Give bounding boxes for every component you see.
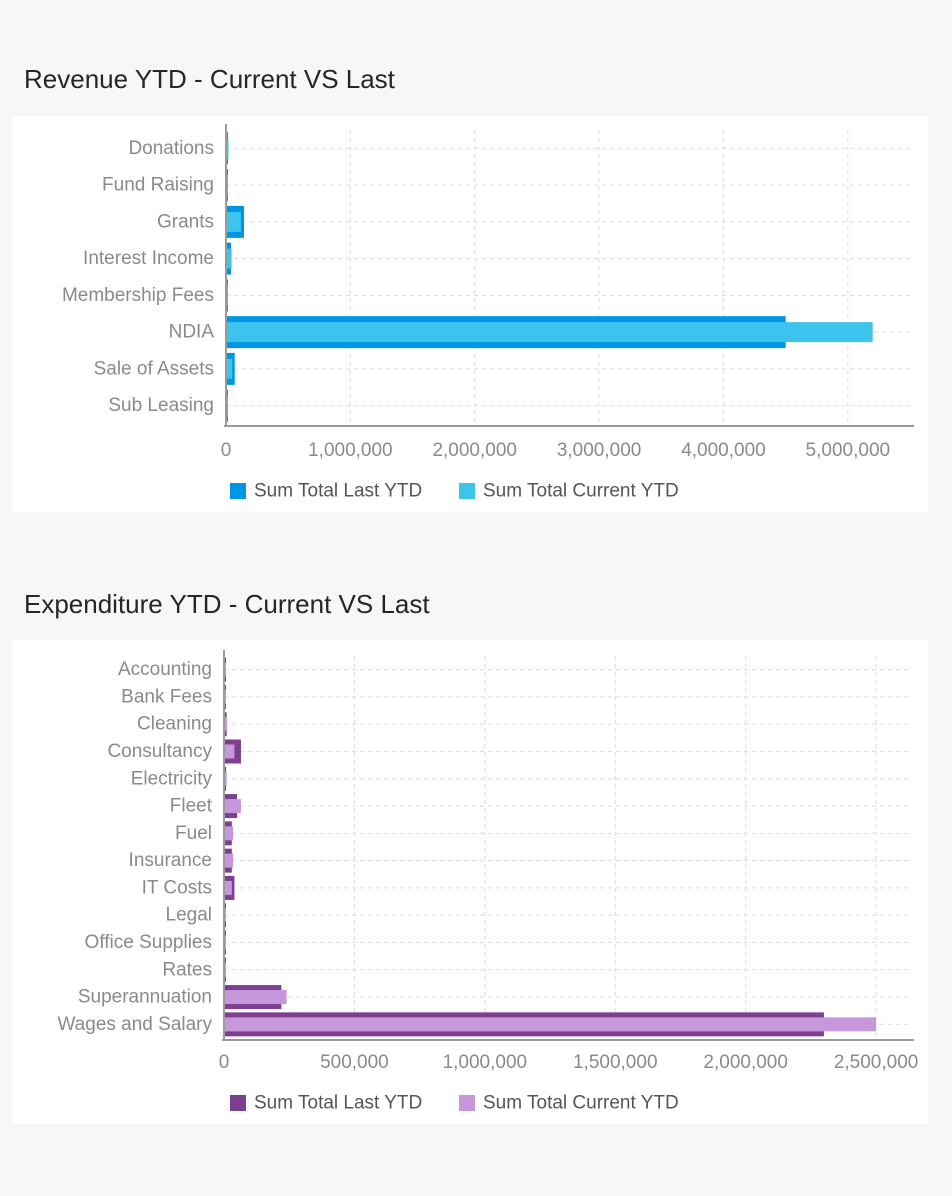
x-tick-label: 1,500,000	[573, 1052, 658, 1073]
legend-swatch-current[interactable]	[459, 483, 475, 499]
legend-label-last[interactable]: Sum Total Last YTD	[254, 1093, 422, 1114]
legend-swatch-last[interactable]	[230, 1095, 246, 1111]
bar-current-donations[interactable]	[226, 138, 229, 159]
revenue-chart-title: Revenue YTD - Current VS Last	[24, 64, 395, 94]
x-tick-label: 1,000,000	[443, 1052, 528, 1073]
expenditure-chart-panel: Accounting Bank Fees Cleaning Consultancy El…	[12, 640, 928, 1124]
category-label: Grants	[157, 211, 214, 232]
bar-current-accounting[interactable]	[224, 662, 227, 677]
category-label: Superannuation	[78, 987, 212, 1008]
category-label: Cleaning	[137, 714, 212, 735]
legend-label-last[interactable]: Sum Total Last YTD	[254, 481, 422, 502]
category-label: IT Costs	[142, 877, 212, 898]
x-tick-label: 3,000,000	[557, 440, 642, 461]
category-label: Donations	[128, 138, 214, 159]
bar-current-wages-and-salary[interactable]	[224, 1017, 877, 1032]
legend-label-current[interactable]: Sum Total Current YTD	[483, 1093, 679, 1114]
bar-current-ndia[interactable]	[226, 322, 873, 343]
bar-current-consultancy[interactable]	[224, 744, 235, 759]
x-tick-label: 1,000,000	[308, 440, 393, 461]
x-tick-label: 2,000,000	[432, 440, 517, 461]
x-tick-label: 0	[221, 440, 232, 461]
revenue-chart-panel: Donations Fund Raising Grants Interest Inco…	[12, 116, 928, 512]
revenue-bar-chart: Donations Fund Raising Grants Interest Inco…	[62, 124, 914, 502]
legend-label-current[interactable]: Sum Total Current YTD	[483, 481, 679, 502]
bar-current-cleaning[interactable]	[224, 717, 228, 732]
bar-current-legal[interactable]	[224, 908, 227, 923]
x-tick-label: 500,000	[320, 1052, 389, 1073]
bar-current-fuel[interactable]	[224, 826, 234, 841]
category-label: Rates	[162, 959, 212, 980]
bar-current-grants[interactable]	[226, 211, 241, 232]
legend-swatch-current[interactable]	[459, 1095, 475, 1111]
category-label: Office Supplies	[85, 932, 212, 953]
category-label: Wages and Salary	[57, 1014, 212, 1035]
category-label: Interest Income	[83, 248, 214, 269]
category-label: Fund Raising	[102, 175, 214, 196]
bar-current-it-costs[interactable]	[224, 880, 232, 895]
category-label: Membership Fees	[62, 285, 214, 306]
category-label: Fuel	[175, 823, 212, 844]
category-label: NDIA	[169, 322, 215, 343]
bar-current-insurance[interactable]	[224, 853, 234, 868]
category-label: Electricity	[131, 768, 213, 789]
category-label: Bank Fees	[121, 686, 212, 707]
x-tick-label: 5,000,000	[806, 440, 891, 461]
bar-current-electricity[interactable]	[224, 771, 227, 786]
x-tick-label: 0	[219, 1052, 230, 1073]
expenditure-bar-chart: Accounting Bank Fees Cleaning Consultancy El…	[57, 650, 919, 1114]
bar-current-sale-of-assets[interactable]	[226, 358, 233, 379]
category-label: Sub Leasing	[108, 395, 214, 416]
category-label: Accounting	[118, 659, 212, 680]
category-label: Sale of Assets	[94, 358, 214, 379]
category-label: Legal	[166, 905, 213, 926]
bar-current-interest-income[interactable]	[226, 248, 232, 269]
category-label: Fleet	[170, 796, 213, 817]
bar-current-fleet[interactable]	[224, 799, 241, 814]
expenditure-chart-title: Expenditure YTD - Current VS Last	[24, 589, 430, 619]
x-tick-label: 2,500,000	[834, 1052, 919, 1073]
category-label: Consultancy	[107, 741, 212, 762]
x-tick-label: 4,000,000	[681, 440, 766, 461]
x-tick-label: 2,000,000	[703, 1052, 788, 1073]
bar-current-superannuation[interactable]	[224, 990, 287, 1005]
category-label: Insurance	[129, 850, 212, 871]
legend-swatch-last[interactable]	[230, 483, 246, 499]
